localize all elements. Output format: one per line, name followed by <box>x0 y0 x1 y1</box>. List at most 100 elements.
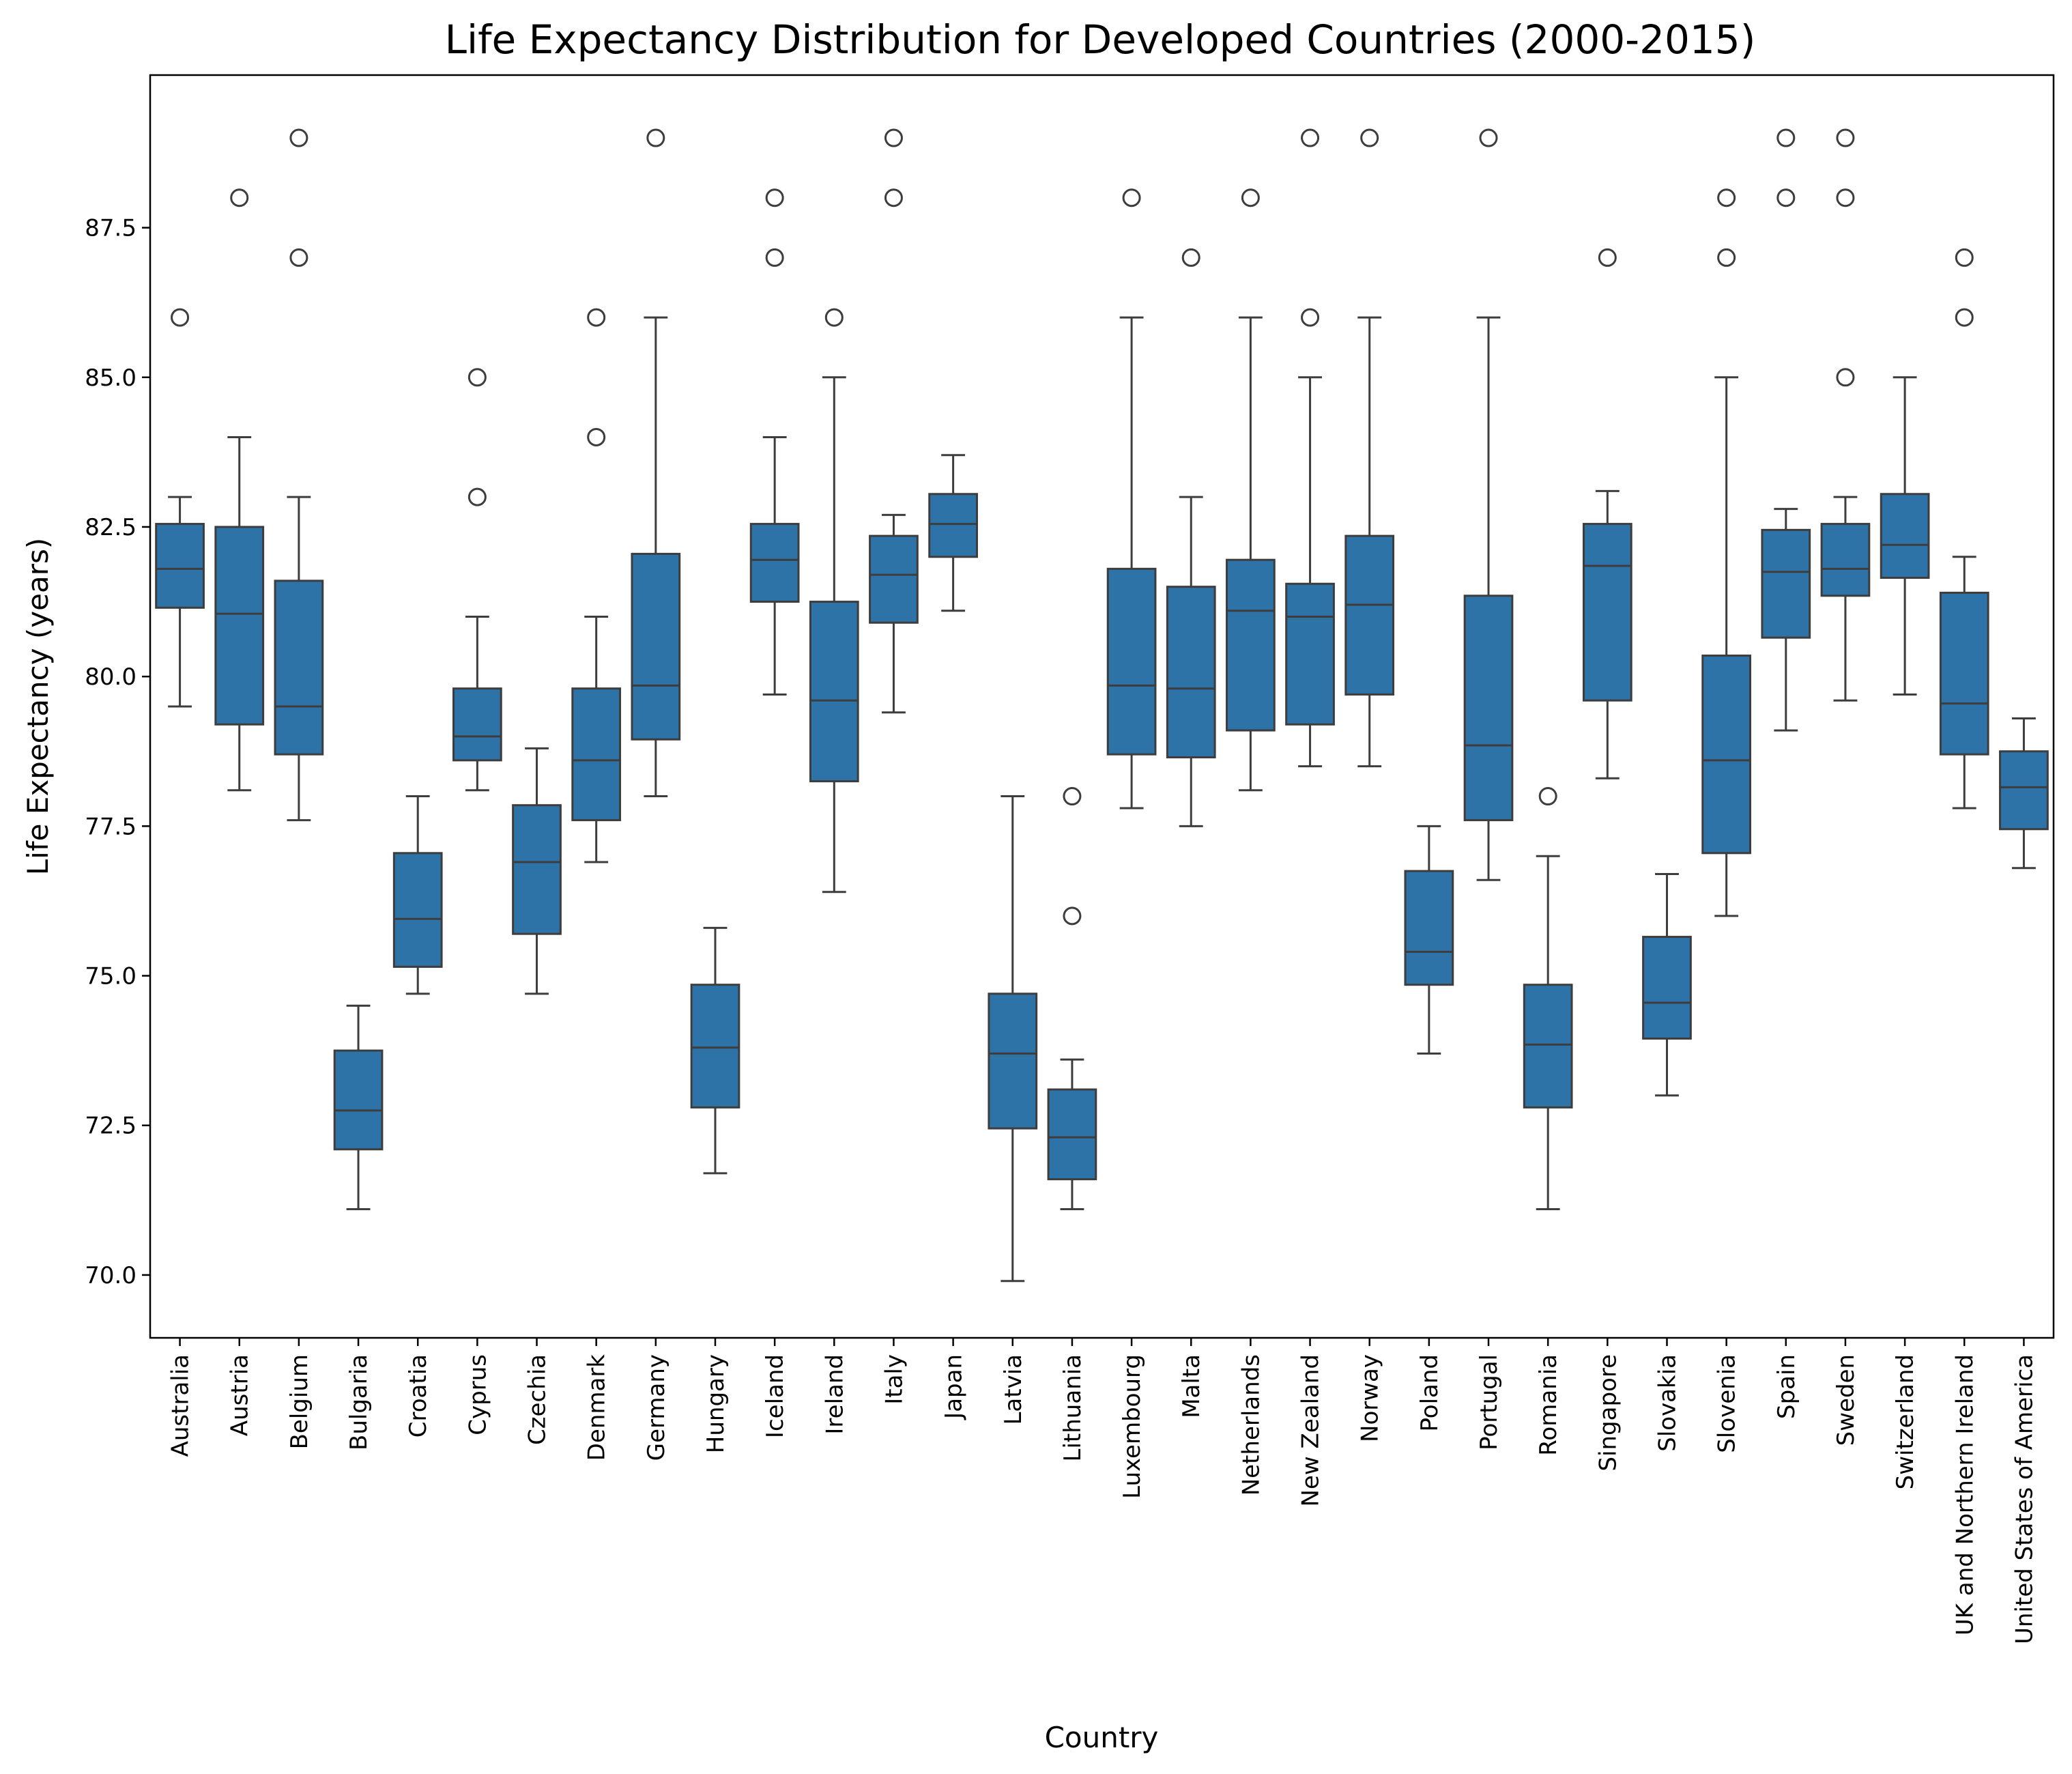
outlier-point <box>1301 128 1320 147</box>
x-tick-label: Netherlands <box>1237 1354 1265 1496</box>
box-croatia <box>392 852 443 968</box>
x-tick-label: Poland <box>1416 1354 1443 1432</box>
x-tick-label: Australia <box>167 1354 195 1457</box>
y-tick-label: 72.5 <box>85 1113 136 1140</box>
outlier-point <box>1122 188 1141 208</box>
outlier-point <box>884 188 903 208</box>
x-tick-label: Hungary <box>702 1354 730 1453</box>
x-tick-label: Sweden <box>1832 1354 1860 1446</box>
box-denmark <box>571 687 622 822</box>
x-tick-label: Luxembourg <box>1119 1354 1146 1499</box>
box-germany <box>631 552 681 741</box>
box-italy <box>869 534 919 624</box>
y-axis-label: Life Expectancy (years) <box>21 538 55 876</box>
outlier-point <box>587 308 606 327</box>
x-tick-label: Japan <box>940 1354 968 1420</box>
box-netherlands <box>1226 558 1276 732</box>
x-tick-label: New Zealand <box>1297 1354 1325 1506</box>
x-tick-label: Norway <box>1357 1354 1384 1442</box>
x-tick-label: Belgium <box>286 1354 313 1449</box>
box-australia <box>155 523 205 609</box>
box-sweden <box>1820 523 1871 597</box>
box-slovakia <box>1642 936 1692 1040</box>
outlier-point <box>171 308 190 327</box>
outlier-point <box>1181 248 1200 267</box>
chart-title: Life Expectancy Distribution for Develop… <box>445 16 1756 63</box>
box-malta <box>1166 586 1216 759</box>
x-tick-label: Lithuania <box>1059 1354 1087 1461</box>
outlier-point <box>1063 906 1082 926</box>
x-tick-label: Cyprus <box>464 1354 491 1435</box>
outlier-point <box>1776 128 1796 147</box>
box-hungary <box>690 984 740 1108</box>
box-poland <box>1404 870 1454 986</box>
outlier-point <box>1479 128 1498 147</box>
box-portugal <box>1463 595 1514 822</box>
box-luxembourg <box>1106 567 1157 756</box>
outlier-point <box>1955 248 1974 267</box>
outlier-point <box>289 128 308 147</box>
outlier-point <box>289 248 308 267</box>
box-lithuania <box>1047 1088 1097 1181</box>
x-tick-label: Switzerland <box>1892 1354 1919 1489</box>
outlier-point <box>1241 188 1260 208</box>
x-tick-label: Bulgaria <box>345 1354 373 1450</box>
x-tick-label: Malta <box>1178 1354 1205 1418</box>
outlier-point <box>1538 787 1557 806</box>
outlier-point <box>467 487 487 506</box>
x-tick-label: United States of America <box>2011 1354 2038 1644</box>
y-tick-label: 75.0 <box>85 963 136 990</box>
outlier-point <box>824 308 844 327</box>
x-tick-label: Denmark <box>584 1354 611 1461</box>
outlier-point <box>1360 128 1379 147</box>
outlier-point <box>467 368 487 387</box>
box-united-states-of-america <box>1999 750 2049 831</box>
x-tick-label: Romania <box>1535 1354 1562 1456</box>
outlier-point <box>1301 308 1320 327</box>
x-tick-label: Slovakia <box>1654 1354 1681 1452</box>
x-tick-label: UK and Northern Ireland <box>1951 1354 1979 1635</box>
x-tick-label: Italy <box>880 1354 908 1405</box>
x-tick-label: Singapore <box>1594 1354 1622 1472</box>
outlier-point <box>884 128 903 147</box>
y-tick-label: 85.0 <box>85 364 136 392</box>
box-norway <box>1344 534 1395 696</box>
x-tick-label: Ireland <box>821 1354 848 1435</box>
x-tick-label: Spain <box>1773 1354 1800 1419</box>
box-slovenia <box>1701 654 1752 855</box>
box-switzerland <box>1880 493 1930 579</box>
y-tick-label: 82.5 <box>85 514 136 541</box>
y-tick-label: 77.5 <box>85 813 136 840</box>
box-czechia <box>512 804 562 935</box>
plot-frame <box>149 74 2055 1339</box>
y-tick-label: 80.0 <box>85 663 136 691</box>
box-romania <box>1523 984 1573 1108</box>
x-tick-label: Latvia <box>1000 1354 1027 1425</box>
box-austria <box>214 526 265 726</box>
outlier-point <box>230 188 249 208</box>
box-spain <box>1761 528 1811 639</box>
outlier-point <box>1717 188 1736 208</box>
box-new-zealand <box>1285 582 1335 726</box>
outlier-point <box>646 128 665 147</box>
x-tick-label: Austria <box>227 1354 254 1436</box>
outlier-point <box>1598 248 1617 267</box>
box-belgium <box>274 580 324 756</box>
outlier-point <box>587 427 606 446</box>
outlier-point <box>1836 188 1855 208</box>
y-tick-label: 70.0 <box>85 1262 136 1289</box>
outlier-point <box>1717 248 1736 267</box>
box-uk-and-northern-ireland <box>1939 591 1989 756</box>
box-latvia <box>988 992 1038 1130</box>
box-ireland <box>809 601 859 783</box>
outlier-point <box>765 188 784 208</box>
plot-area: 70.0 72.5 75.0 77.5 80.0 82.5 85.0 87.5 Australi… <box>85 128 2049 1644</box>
outlier-point <box>1955 308 1974 327</box>
outlier-point <box>1063 787 1082 806</box>
outlier-point <box>1836 368 1855 387</box>
outlier-point <box>1836 128 1855 147</box>
x-axis-label: Country <box>1045 1721 1159 1754</box>
box-singapore <box>1582 523 1632 702</box>
box-japan <box>928 493 978 558</box>
